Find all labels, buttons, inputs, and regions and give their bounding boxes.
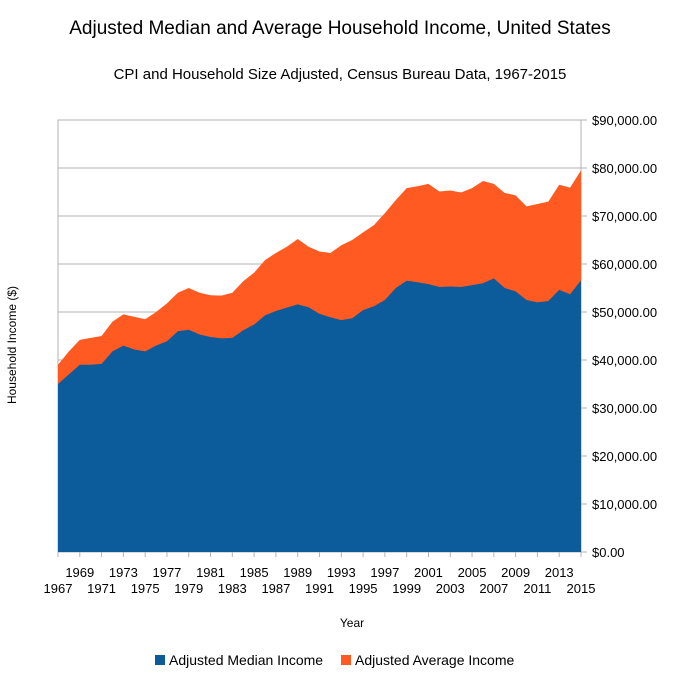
legend: Adjusted Median Income Adjusted Average I…	[155, 652, 515, 668]
legend-label: Adjusted Median Income	[169, 652, 323, 668]
chart-title: Adjusted Median and Average Household In…	[69, 18, 611, 39]
chart-subtitle: CPI and Household Size Adjusted, Census …	[114, 66, 567, 83]
y-tick-label: $60,000.00	[592, 257, 657, 272]
x-tick-label: 1967	[44, 581, 73, 596]
y-axis-label: Household Income ($)	[5, 286, 19, 404]
x-tick-label: 2003	[436, 581, 465, 596]
x-tick-label: 1971	[87, 581, 116, 596]
x-tick-label: 2011	[523, 581, 551, 596]
legend-label: Adjusted Average Income	[355, 652, 515, 668]
x-tick-label: 1985	[240, 565, 269, 580]
legend-swatch	[341, 655, 351, 665]
y-tick-label: $80,000.00	[592, 161, 657, 176]
x-tick-label: 2001	[414, 565, 443, 580]
x-tick-label: 1977	[152, 565, 181, 580]
x-tick-label: 1993	[327, 565, 356, 580]
x-tick-label: 2015	[567, 581, 596, 596]
x-tick-label: 1983	[218, 581, 247, 596]
y-tick-label: $0.00	[592, 545, 625, 560]
x-tick-label: 2013	[545, 565, 574, 580]
x-tick-label: 1981	[196, 565, 225, 580]
y-axis-ticks: $0.00 $10,000.00 $20,000.00 $30,000.00 $40,0…	[581, 113, 657, 560]
x-tick-label: 1997	[370, 565, 399, 580]
x-tick-label: 1991	[305, 581, 334, 596]
x-tick-label: 1979	[174, 581, 203, 596]
y-tick-label: $20,000.00	[592, 449, 657, 464]
y-tick-label: $50,000.00	[592, 305, 657, 320]
x-tick-label: 2009	[501, 565, 530, 580]
x-axis-ticks: 1969 1973 1977 1981 1985 1989 1993 1997 2001 2005…	[44, 552, 596, 596]
y-tick-label: $70,000.00	[592, 209, 657, 224]
x-axis-label: Year	[340, 616, 364, 630]
x-tick-label: 1995	[349, 581, 378, 596]
x-tick-label: 1973	[109, 565, 138, 580]
legend-swatch	[155, 655, 165, 665]
x-tick-label: 2007	[479, 581, 508, 596]
y-tick-label: $10,000.00	[592, 497, 657, 512]
y-tick-label: $90,000.00	[592, 113, 657, 128]
area-series	[58, 170, 581, 552]
x-tick-label: 2005	[458, 565, 487, 580]
x-tick-label: 1969	[65, 565, 94, 580]
x-tick-label: 1989	[283, 565, 312, 580]
y-tick-label: $40,000.00	[592, 353, 657, 368]
x-tick-label: 1975	[131, 581, 160, 596]
x-tick-label: 1987	[261, 581, 290, 596]
area-adjusted-median-income	[58, 278, 581, 552]
x-tick-label: 1999	[392, 581, 421, 596]
y-tick-label: $30,000.00	[592, 401, 657, 416]
